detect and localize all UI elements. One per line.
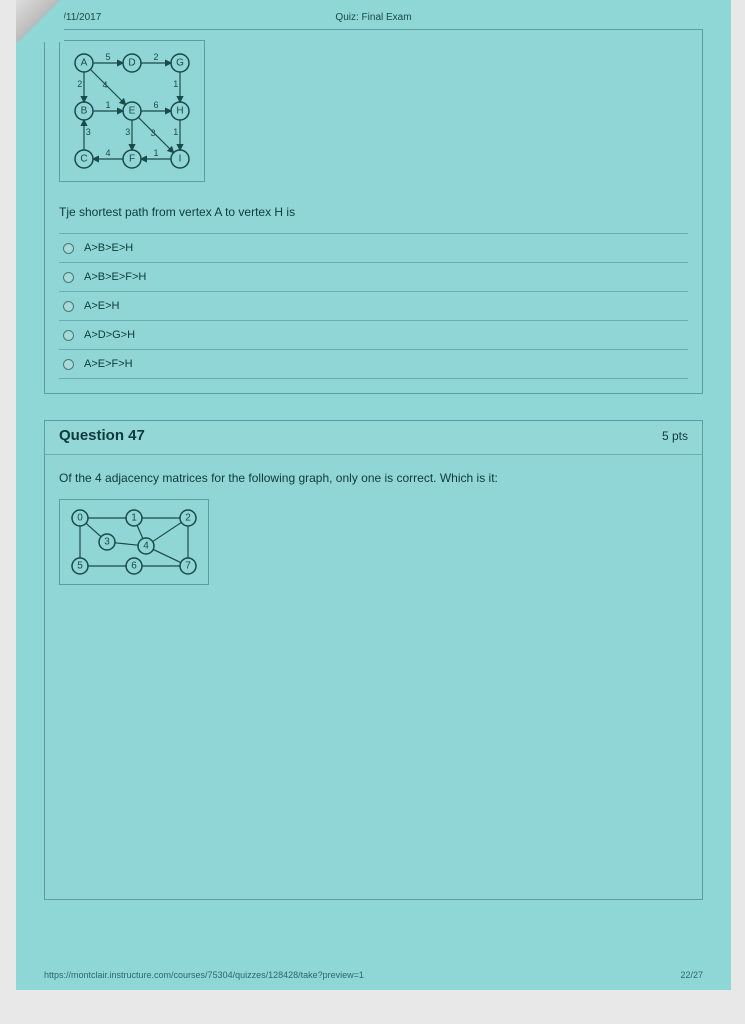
question-46-text: Tje shortest path from vertex A to verte… [59, 205, 688, 219]
answer-option[interactable]: A>B>E>F>H [59, 262, 688, 291]
svg-text:2: 2 [185, 513, 191, 524]
footer-page-number: 22/27 [680, 970, 703, 980]
radio-icon[interactable] [63, 272, 74, 283]
svg-text:6: 6 [153, 100, 158, 110]
page-footer: https://montclair.instructure.com/course… [44, 970, 703, 980]
question-number: Question 47 [59, 427, 145, 444]
svg-text:7: 7 [185, 561, 191, 572]
svg-text:D: D [128, 58, 135, 69]
answer-option[interactable]: A>E>H [59, 291, 688, 320]
svg-text:B: B [81, 106, 88, 117]
answer-label: A>B>E>H [84, 242, 133, 254]
svg-text:5: 5 [77, 561, 83, 572]
svg-text:3: 3 [151, 128, 156, 138]
quiz-title: Quiz: Final Exam [335, 12, 411, 23]
svg-text:I: I [179, 154, 182, 165]
page-corner-fold [16, 0, 64, 42]
scanned-page: 12/11/2017 Quiz: Final Exam 5 2 2 4 1 1 6 3 3 3 1 4… [16, 0, 731, 990]
svg-text:1: 1 [173, 79, 178, 89]
graph-47-svg: 0 1 2 3 4 5 6 7 [64, 504, 204, 580]
question-46-box: 5 2 2 4 1 1 6 3 3 3 1 4 1 A D G B E H C F I Tje shortest path… [44, 29, 703, 394]
svg-text:3: 3 [125, 127, 130, 137]
answer-label: A>E>H [84, 300, 119, 312]
svg-text:2: 2 [153, 52, 158, 62]
radio-icon[interactable] [63, 330, 74, 341]
graph-46-frame: 5 2 2 4 1 1 6 3 3 3 1 4 1 A D G B E H C F I [59, 40, 205, 182]
svg-text:2: 2 [77, 79, 82, 89]
graph-47-frame: 0 1 2 3 4 5 6 7 [59, 499, 209, 585]
svg-text:1: 1 [131, 513, 137, 524]
answer-list-46: A>B>E>H A>B>E>F>H A>E>H A>D>G>H A>E>F>H [59, 233, 688, 379]
svg-text:4: 4 [143, 541, 149, 552]
answer-label: A>B>E>F>H [84, 271, 146, 283]
question-47-box: Question 47 5 pts Of the 4 adjacency mat… [44, 420, 703, 900]
question-47-header: Question 47 5 pts [45, 421, 702, 455]
svg-text:F: F [129, 154, 135, 165]
answer-label: A>E>F>H [84, 358, 133, 370]
svg-text:0: 0 [77, 513, 83, 524]
svg-text:3: 3 [86, 127, 91, 137]
radio-icon[interactable] [63, 359, 74, 370]
svg-text:E: E [129, 106, 136, 117]
svg-text:1: 1 [173, 127, 178, 137]
answer-option[interactable]: A>B>E>H [59, 233, 688, 262]
answer-label: A>D>G>H [84, 329, 135, 341]
page-header: 12/11/2017 Quiz: Final Exam [44, 12, 703, 23]
svg-text:3: 3 [104, 537, 110, 548]
svg-text:C: C [80, 154, 87, 165]
answer-option[interactable]: A>E>F>H [59, 349, 688, 379]
svg-text:1: 1 [153, 148, 158, 158]
svg-text:A: A [81, 58, 88, 69]
question-47-text: Of the 4 adjacency matrices for the foll… [59, 471, 688, 485]
svg-text:6: 6 [131, 561, 137, 572]
svg-text:H: H [176, 106, 183, 117]
svg-text:5: 5 [105, 52, 110, 62]
graph-46-svg: 5 2 2 4 1 1 6 3 3 3 1 4 1 A D G B E H C F I [64, 45, 200, 177]
radio-icon[interactable] [63, 243, 74, 254]
footer-url: https://montclair.instructure.com/course… [44, 970, 364, 980]
svg-text:4: 4 [105, 148, 110, 158]
answer-option[interactable]: A>D>G>H [59, 320, 688, 349]
svg-text:1: 1 [105, 100, 110, 110]
svg-text:4: 4 [103, 80, 108, 90]
question-points: 5 pts [662, 429, 688, 443]
svg-text:G: G [176, 58, 184, 69]
radio-icon[interactable] [63, 301, 74, 312]
